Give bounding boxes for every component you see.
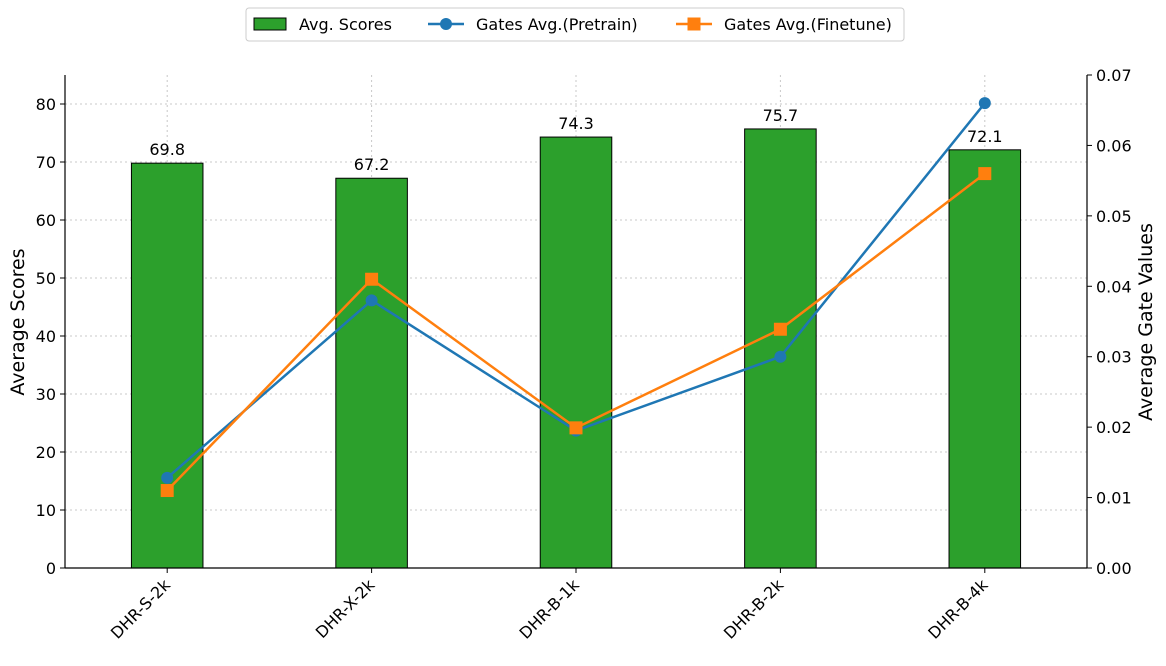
y2-tick-label: 0.05 [1096,207,1132,226]
bar [744,128,817,569]
bar-data-label: 72.1 [967,127,1003,146]
y2-tick-label: 0.02 [1096,418,1132,437]
y2-tick-label: 0.06 [1096,136,1132,155]
y2-axis-label: Average Gate Values [1135,223,1157,421]
legend-label: Gates Avg.(Pretrain) [476,15,638,34]
line-point [569,421,583,435]
line-series [160,97,992,498]
y-tick-label: 60 [36,211,56,230]
bar-data-label: 67.2 [354,155,390,174]
bar-series [130,128,1022,569]
line-point [365,272,379,286]
y-tick-label: 50 [36,269,56,288]
x-tick-label: DHR-B-1k [515,575,583,643]
legend: Avg. Scores Gates Avg.(Pretrain) Gates Avg… [245,7,905,42]
legend-box [245,7,905,42]
y2-tick-label: 0.04 [1096,277,1132,296]
line-point [365,294,378,307]
line-point [774,350,787,363]
x-tick-labels: DHR-S-2k DHR-X-2k DHR-B-1k DHR-B-2k DHR-B-4k [107,568,992,643]
y2-tick-labels: 0.00 0.01 0.02 0.03 0.04 0.05 0.06 0.07 [1087,66,1132,578]
line-point [773,322,787,336]
bar [130,162,204,569]
y-tick-label: 20 [36,443,56,462]
bar-data-labels: 69.8 67.2 74.3 75.7 72.1 [149,106,1002,174]
bar-data-label: 74.3 [558,114,594,133]
line-point [978,97,991,110]
line-point [160,484,174,498]
legend-swatch-bar [253,17,287,31]
y-tick-label: 30 [36,385,56,404]
y-tick-label: 80 [36,95,56,114]
legend-marker [687,17,701,31]
y2-tick-label: 0.00 [1096,559,1132,578]
bar [539,136,613,569]
bar [335,177,408,569]
legend-marker [440,18,452,30]
x-tick-label: DHR-B-2k [720,575,788,643]
x-tick-label: DHR-S-2k [107,575,175,643]
legend-label: Avg. Scores [299,15,392,34]
y2-tick-label: 0.07 [1096,66,1132,85]
bar-data-label: 69.8 [149,140,185,159]
y-tick-label: 10 [36,501,56,520]
x-tick-label: DHR-B-4k [924,575,992,643]
y-tick-label: 70 [36,153,56,172]
bar-data-label: 75.7 [763,106,799,125]
y-tick-label: 40 [36,327,56,346]
y-tick-labels: 0 10 20 30 40 50 60 70 80 [36,95,65,578]
line-point [161,471,174,484]
bar [948,149,1022,569]
y2-tick-label: 0.01 [1096,489,1132,508]
legend-label: Gates Avg.(Finetune) [724,15,892,34]
line-point [978,167,992,181]
x-tick-label: DHR-X-2k [312,575,379,642]
y-tick-label: 0 [46,559,56,578]
y-axis-label: Average Scores [7,248,29,395]
y2-tick-label: 0.03 [1096,348,1132,367]
